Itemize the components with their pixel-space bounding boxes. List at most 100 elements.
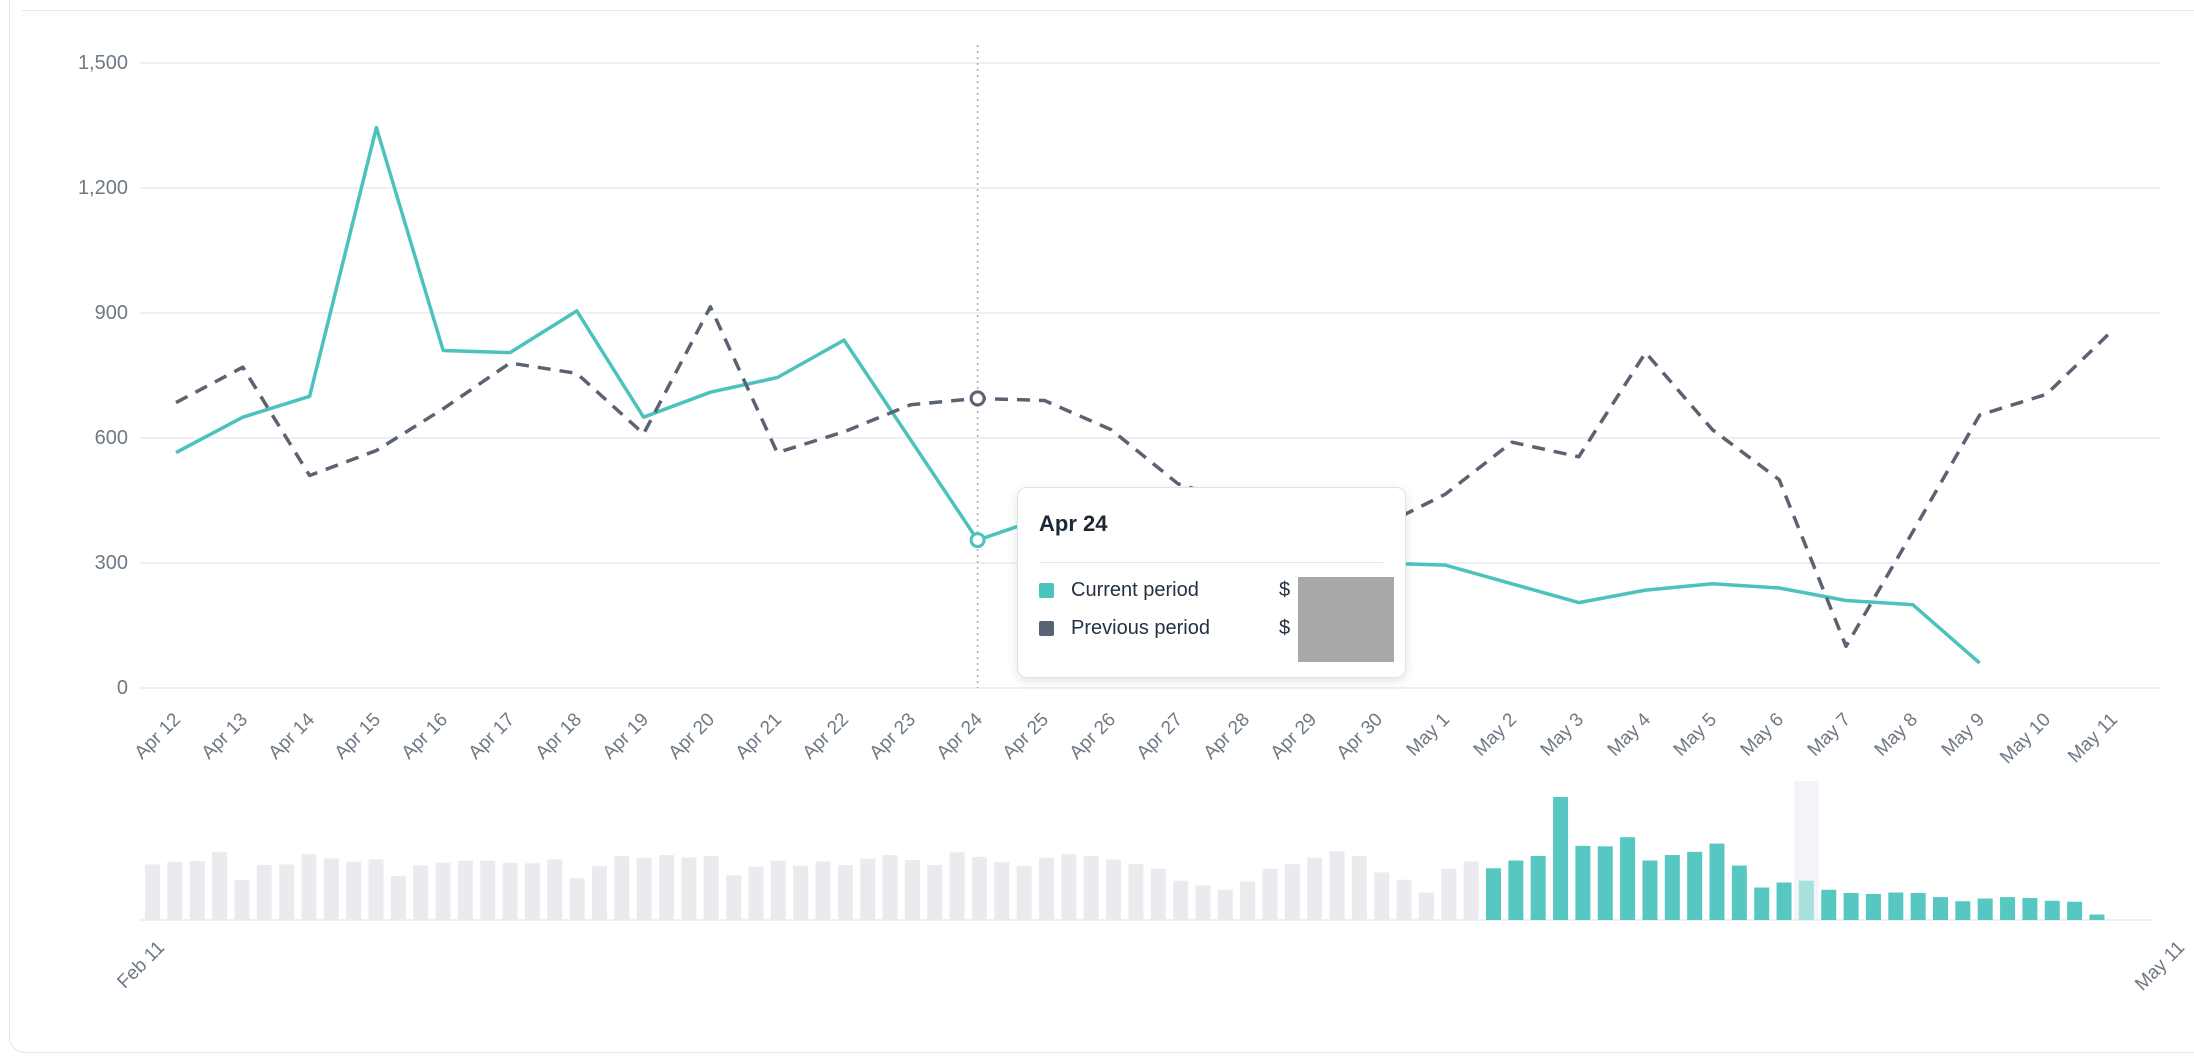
navigator-bar[interactable] [1821, 889, 1837, 920]
navigator-bar[interactable] [1329, 851, 1345, 920]
navigator-bar[interactable] [413, 865, 429, 920]
navigator-bar[interactable] [1039, 857, 1054, 920]
navigator-bar[interactable] [1351, 855, 1367, 920]
navigator-bar[interactable] [882, 855, 898, 920]
navigator-bar[interactable] [659, 855, 675, 920]
navigator-bar[interactable] [1173, 880, 1189, 920]
navigator-bar[interactable] [502, 862, 518, 920]
navigator-bar[interactable] [1486, 868, 1501, 920]
navigator-bar[interactable] [860, 858, 876, 920]
navigator-bar[interactable] [994, 862, 1010, 920]
navigator-bar[interactable] [346, 861, 362, 920]
navigator-bar[interactable] [1553, 796, 1569, 920]
navigator-bar[interactable] [2067, 901, 2083, 920]
navigator-bar[interactable] [390, 876, 406, 920]
previous-period-swatch-icon [1039, 620, 1054, 636]
tooltip-divider [1039, 562, 1383, 563]
navigator-bar[interactable] [435, 862, 451, 920]
navigator-bar[interactable] [457, 860, 473, 920]
navigator-bar[interactable] [1731, 865, 1747, 920]
navigator-bar[interactable] [1843, 893, 1859, 920]
y-axis-tick-label: 600 [94, 427, 128, 449]
previous-period-hover-marker [969, 390, 986, 407]
navigator-bar[interactable] [1284, 864, 1300, 920]
navigator-bar[interactable] [927, 865, 943, 920]
navigator-bar[interactable] [904, 860, 920, 920]
navigator-bar[interactable] [2000, 897, 2016, 920]
navigator-bar[interactable] [748, 866, 764, 920]
navigator-bar[interactable] [949, 852, 965, 920]
navigator-bar[interactable] [614, 856, 630, 920]
navigator-bar[interactable] [1664, 855, 1680, 920]
navigator-bar[interactable] [2044, 900, 2060, 920]
navigator-bar[interactable] [1642, 860, 1658, 920]
navigator-bar[interactable] [770, 860, 786, 920]
navigator-bar[interactable] [1396, 879, 1412, 920]
navigator-bar[interactable] [1061, 854, 1077, 920]
navigator-bar[interactable] [234, 880, 250, 920]
navigator-bar[interactable] [1441, 868, 1457, 920]
navigator-bar[interactable] [1597, 846, 1613, 920]
navigator-bar[interactable] [1798, 880, 1814, 920]
navigator-bar[interactable] [1910, 893, 1926, 920]
navigator-bar[interactable] [1530, 855, 1546, 920]
navigator-bar[interactable] [1687, 851, 1703, 920]
navigator-bar[interactable] [703, 856, 719, 920]
navigator-bar[interactable] [1709, 843, 1725, 920]
navigator-bar[interactable] [1620, 837, 1636, 920]
navigator-bar[interactable] [480, 860, 496, 920]
navigator-bar[interactable] [1374, 872, 1390, 920]
navigator-bar[interactable] [256, 865, 272, 920]
navigator-bar[interactable] [368, 859, 384, 920]
navigator-bar[interactable] [1150, 868, 1166, 920]
navigator-bar[interactable] [681, 857, 697, 920]
navigator-bar[interactable] [1508, 860, 1524, 920]
navigator-bar[interactable] [1754, 887, 1770, 920]
navigator-bar[interactable] [1195, 885, 1211, 920]
previous-period-line [175, 305, 2115, 649]
navigator-bar[interactable] [1262, 868, 1278, 920]
navigator-bar[interactable] [1575, 845, 1591, 920]
current-period-swatch-icon [1039, 582, 1054, 598]
navigator-bar[interactable] [189, 860, 205, 920]
navigator-bar[interactable] [1955, 901, 1971, 920]
navigator-bar[interactable] [1106, 859, 1122, 920]
navigator-bar[interactable] [569, 878, 585, 920]
y-axis-tick-label: 1,200 [77, 177, 128, 199]
navigator-bar[interactable] [1128, 864, 1144, 920]
navigator-bar[interactable] [2022, 898, 2038, 920]
navigator-bar[interactable] [1217, 889, 1233, 920]
navigator-bar[interactable] [1776, 882, 1792, 920]
navigator-bar[interactable] [145, 864, 160, 920]
navigator-bar[interactable] [793, 865, 809, 920]
navigator-bar[interactable] [323, 858, 339, 920]
navigator-bar[interactable] [815, 861, 831, 920]
y-axis-tick-label: 900 [94, 302, 128, 324]
navigator-bar[interactable] [301, 854, 317, 920]
navigator-bar[interactable] [279, 864, 295, 920]
navigator-bar[interactable] [2089, 914, 2105, 920]
navigator-bar[interactable] [1240, 881, 1256, 920]
navigator-bar[interactable] [1016, 866, 1032, 920]
navigator-bar[interactable] [167, 861, 183, 920]
previous-period-value: $ [1279, 616, 1291, 639]
navigator-bar[interactable] [547, 859, 563, 920]
navigator-bar[interactable] [971, 856, 987, 920]
navigator-bar[interactable] [1083, 855, 1099, 920]
navigator-bar[interactable] [1888, 892, 1904, 920]
navigator-bar[interactable] [1307, 857, 1323, 920]
navigator-bar[interactable] [1865, 893, 1881, 920]
navigator-bar[interactable] [1418, 892, 1434, 920]
navigator-bar[interactable] [636, 857, 652, 920]
navigator-bar[interactable] [592, 866, 607, 920]
navigator-bar[interactable] [726, 875, 742, 920]
navigator-bar[interactable] [1933, 897, 1948, 920]
navigator-bar[interactable] [212, 851, 228, 920]
navigator-bar[interactable] [1463, 861, 1479, 920]
navigator-bar[interactable] [1977, 898, 1993, 920]
navigator-bar[interactable] [837, 865, 853, 920]
navigator-bar[interactable] [524, 863, 540, 920]
current-period-label: Current period [1071, 578, 1199, 601]
